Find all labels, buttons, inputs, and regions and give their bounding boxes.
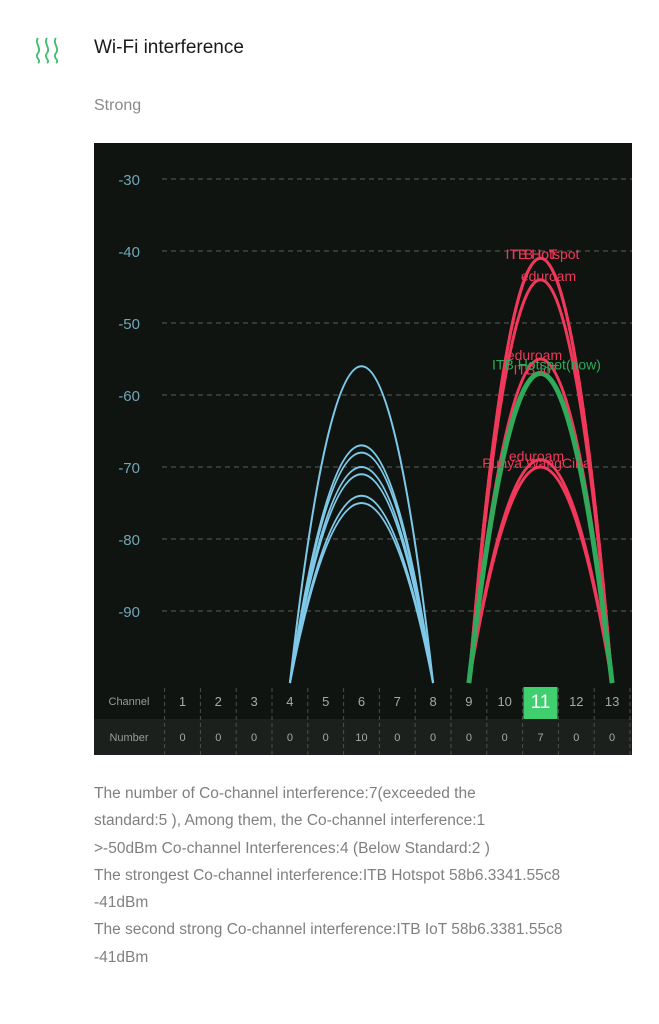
network-arc: [288, 473, 435, 684]
description-line: standard:5 ), Among them, the Co-channel…: [94, 812, 486, 830]
number-label: 0: [179, 732, 185, 744]
number-label: 0: [502, 732, 508, 744]
number-label: 0: [466, 732, 472, 744]
network-label: ITB IoT: [512, 246, 558, 262]
network-arc: [288, 502, 435, 684]
interference-chart-svg: -30-40-50-60-70-80-90ChannelNumber102030…: [94, 172, 632, 755]
channel-label: 9: [465, 694, 472, 709]
channel-label: 8: [429, 694, 436, 709]
number-label: 0: [287, 732, 293, 744]
co-channel-arc: [467, 465, 614, 684]
y-tick-label: -60: [118, 388, 140, 405]
current-network-label: ITB Hotspot(now): [492, 356, 601, 372]
number-label: 0: [215, 732, 221, 744]
description-line: The strongest Co-channel interference:IT…: [94, 866, 561, 884]
network-label: eduroam: [507, 347, 562, 363]
description-line: >-50dBm Co-channel Interferences:4 (Belo…: [94, 839, 490, 857]
channel-label: 11: [531, 692, 551, 713]
channel-row-label: Channel: [109, 696, 150, 708]
y-tick-label: -70: [118, 460, 140, 477]
channel-label: 2: [215, 694, 222, 709]
number-label: 0: [430, 732, 436, 744]
header: Wi-Fi interference: [0, 0, 659, 100]
network-label: Punya WangCina: [482, 455, 591, 471]
description-line: The second strong Co-channel interferenc…: [94, 921, 563, 939]
number-label: 7: [537, 732, 543, 744]
channel-label: 10: [497, 694, 511, 709]
number-label: 0: [394, 732, 400, 744]
channel-label: 6: [358, 694, 365, 709]
interference-description: The number of Co-channel interference:7(…: [94, 780, 634, 971]
y-tick-label: -40: [118, 244, 140, 261]
co-channel-arc: [467, 278, 614, 684]
network-arc: [288, 451, 435, 684]
channel-label: 3: [250, 694, 257, 709]
channel-label: 13: [605, 694, 619, 709]
y-tick-label: -50: [118, 316, 140, 333]
channel-label: 12: [569, 694, 583, 709]
channel-label: 5: [322, 694, 329, 709]
number-label: 0: [323, 732, 329, 744]
channel-label: 7: [394, 694, 401, 709]
page-title: Wi-Fi interference: [94, 37, 244, 58]
number-label: 0: [573, 732, 579, 744]
network-label: eduroam: [521, 268, 576, 284]
network-arc: [288, 365, 435, 684]
highlight-channel-cell: [523, 687, 558, 719]
description-line: -41dBm: [94, 894, 149, 912]
number-label: 10: [355, 732, 367, 744]
network-label: ITB IoT: [514, 361, 560, 377]
number-label: 0: [609, 732, 615, 744]
description-line: -41dBm: [94, 948, 149, 966]
number-label: 0: [251, 732, 257, 744]
wifi-interference-wave-icon: [35, 37, 59, 64]
network-label: eduroam: [509, 448, 564, 464]
number-row-background: [94, 719, 632, 755]
y-tick-label: -80: [118, 532, 140, 549]
y-tick-label: -90: [118, 604, 140, 621]
channel-label: 4: [286, 694, 293, 709]
description-line: The number of Co-channel interference:7(…: [94, 785, 476, 802]
interference-level: Strong: [94, 97, 142, 114]
y-tick-label: -30: [118, 172, 140, 189]
channel-label: 1: [179, 694, 186, 709]
interference-chart: -30 -40 -50 -60 -70 -80 -90 Channel Number 1 0 2 0 3 0…: [94, 143, 632, 755]
current-network-arc: [466, 370, 615, 684]
number-row-label: Number: [109, 732, 148, 744]
network-label: ITB Hotspot: [506, 246, 580, 262]
